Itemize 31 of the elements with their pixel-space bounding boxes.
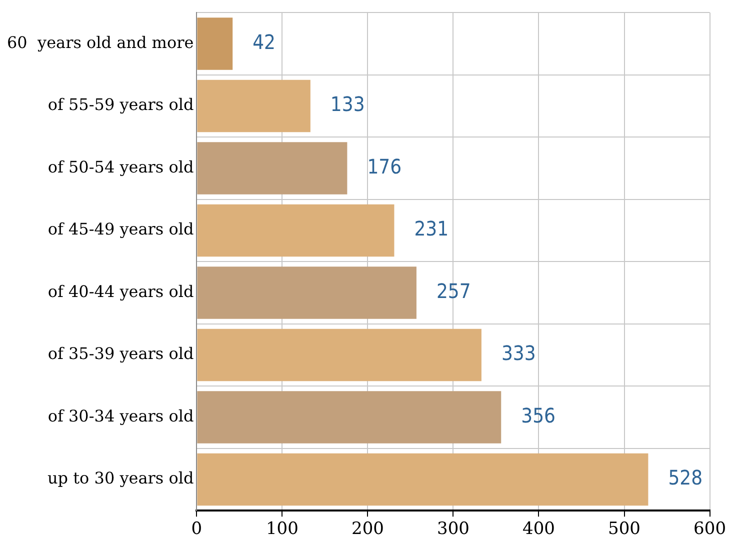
bar [197, 453, 648, 506]
y-tick-label: of 30-34 years old [48, 406, 194, 426]
bar [197, 204, 394, 257]
x-tick-label: 600 [694, 519, 726, 540]
y-tick-label: up to 30 years old [47, 468, 194, 488]
data-label: 231 [414, 216, 449, 241]
data-label: 133 [330, 92, 365, 116]
bar [197, 142, 348, 194]
bar [197, 80, 310, 132]
bar [197, 328, 482, 382]
y-tick-label: of 55-59 years old [48, 95, 194, 114]
data-label: 333 [501, 341, 536, 366]
x-tick-label: 0 [191, 519, 202, 540]
data-label: 528 [668, 466, 703, 490]
y-tick-label: of 50-54 years old [48, 157, 194, 176]
data-label: 356 [521, 403, 556, 428]
y-tick-label: 60 years old and more [6, 32, 194, 52]
y-tick-label: of 45-49 years old [48, 220, 194, 239]
x-tick-label: 100 [266, 519, 298, 540]
data-label: 42 [252, 30, 276, 54]
bar [197, 391, 502, 444]
y-tick-label: of 35-39 years old [48, 344, 194, 364]
x-tick-label: 200 [351, 519, 384, 540]
bar [197, 266, 416, 319]
x-tick-label: 300 [437, 519, 470, 540]
y-tick-label: of 40-44 years old [48, 282, 194, 301]
bar [197, 18, 233, 70]
x-tick-label: 500 [608, 519, 640, 540]
data-label: 257 [436, 278, 471, 303]
data-label: 176 [367, 154, 402, 178]
x-tick-label: 400 [522, 519, 555, 540]
